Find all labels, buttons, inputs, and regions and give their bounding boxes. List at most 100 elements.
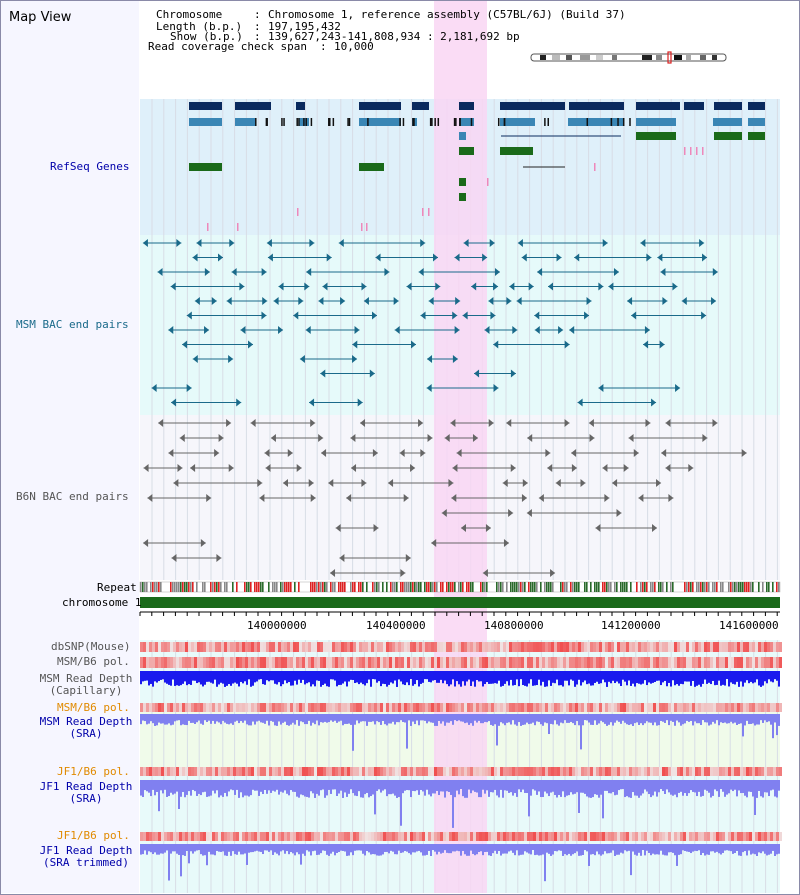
depth-bar bbox=[360, 671, 362, 683]
repeat-element bbox=[700, 582, 702, 592]
heat-cell bbox=[140, 767, 143, 776]
heat-cell bbox=[368, 642, 371, 652]
bac-end-marker bbox=[451, 494, 457, 502]
heat-cell bbox=[545, 642, 548, 652]
gene-exon-tick bbox=[303, 118, 305, 126]
depth-bar bbox=[600, 671, 602, 684]
track-label-msm-pol-2[interactable]: MSM/B6 pol. bbox=[57, 701, 130, 714]
depth-bar bbox=[632, 780, 634, 793]
heat-cell bbox=[293, 657, 296, 668]
heat-cell bbox=[758, 703, 761, 712]
track-label-jf1-depth-trim[interactable]: JF1 Read Depth (SRA trimmed) bbox=[38, 845, 134, 869]
track-label-msm-depth-cap[interactable]: MSM Read Depth (Capillary) bbox=[38, 673, 134, 697]
repeat-element bbox=[416, 582, 418, 592]
bac-end-marker bbox=[528, 282, 534, 291]
track-label-refseq[interactable]: RefSeq Genes bbox=[50, 160, 130, 173]
depth-bar bbox=[740, 714, 742, 724]
depth-bar bbox=[268, 714, 270, 726]
heat-cell bbox=[632, 642, 635, 652]
heat-cell bbox=[626, 657, 629, 668]
bac-end-marker bbox=[190, 464, 196, 472]
track-label-msm-depth-sra[interactable]: MSM Read Depth (SRA) bbox=[38, 716, 134, 740]
heat-cell bbox=[605, 703, 608, 712]
repeat-element bbox=[318, 582, 320, 592]
depth-bar bbox=[526, 671, 528, 687]
heat-cell bbox=[623, 642, 626, 652]
bac-end-marker bbox=[652, 524, 658, 532]
heat-cell bbox=[245, 767, 248, 776]
heat-cell bbox=[551, 657, 554, 668]
depth-bar bbox=[224, 780, 226, 793]
depth-bar bbox=[636, 714, 638, 723]
heat-cell bbox=[230, 703, 233, 712]
depth-bar bbox=[750, 844, 752, 855]
bac-end-marker bbox=[266, 239, 272, 247]
heat-cell bbox=[395, 642, 398, 652]
heat-cell bbox=[350, 703, 353, 712]
depth-bar bbox=[338, 844, 340, 853]
track-label-jf1-depth-sra[interactable]: JF1 Read Depth (SRA) bbox=[38, 781, 134, 805]
track-label-msm-bac[interactable]: MSM BAC end pairs bbox=[16, 318, 129, 331]
depth-bar bbox=[648, 844, 650, 853]
bac-end-marker bbox=[259, 494, 265, 502]
repeat-element bbox=[454, 582, 456, 592]
heat-cell bbox=[161, 657, 164, 668]
depth-bar bbox=[404, 714, 406, 723]
depth-bar bbox=[258, 780, 260, 796]
heat-cell bbox=[161, 832, 164, 841]
bac-end-marker bbox=[489, 239, 495, 247]
heat-cell bbox=[497, 657, 500, 668]
heat-cell bbox=[548, 657, 551, 668]
depth-bar bbox=[296, 844, 298, 853]
heat-cell bbox=[755, 767, 758, 776]
heat-cell bbox=[368, 767, 371, 776]
track-label-dbsnp[interactable]: dbSNP(Mouse) bbox=[51, 640, 131, 653]
heat-cell bbox=[659, 657, 662, 668]
depth-bar bbox=[466, 780, 468, 798]
repeat-element bbox=[640, 582, 642, 592]
repeat-element bbox=[742, 582, 744, 592]
depth-bar bbox=[674, 844, 676, 856]
track-label-jf1-pol[interactable]: JF1/B6 pol. bbox=[57, 765, 130, 778]
heat-cell bbox=[539, 767, 542, 776]
heat-cell bbox=[524, 703, 527, 712]
depth-bar bbox=[146, 780, 148, 792]
heat-cell bbox=[428, 832, 431, 841]
depth-bar bbox=[496, 844, 498, 854]
depth-bar bbox=[592, 714, 594, 725]
depth-bar bbox=[462, 844, 464, 851]
depth-bar bbox=[728, 844, 730, 851]
heat-cell bbox=[683, 767, 686, 776]
show-value: 139,627,243-141,808,934 : 2,181,692 bp bbox=[268, 30, 520, 43]
heat-cell bbox=[599, 657, 602, 668]
heat-cell bbox=[602, 657, 605, 668]
depth-bar bbox=[464, 671, 466, 686]
depth-bar bbox=[168, 671, 170, 685]
track-label-jf1-pol-2[interactable]: JF1/B6 pol. bbox=[57, 829, 130, 842]
repeat-element bbox=[596, 582, 598, 592]
track-label-repeat[interactable]: Repeat bbox=[97, 581, 137, 594]
repeat-element bbox=[414, 582, 416, 592]
depth-bar bbox=[754, 671, 756, 683]
depth-bar bbox=[284, 844, 286, 854]
heat-cell bbox=[641, 657, 644, 668]
heat-cell bbox=[530, 832, 533, 841]
bac-end-marker bbox=[558, 326, 564, 334]
depth-bar bbox=[426, 844, 428, 855]
heat-cell bbox=[665, 703, 668, 712]
track-label-msm-pol[interactable]: MSM/B6 pol. bbox=[57, 655, 130, 668]
heat-cell bbox=[578, 657, 581, 668]
depth-bar bbox=[298, 844, 300, 855]
heat-cell bbox=[212, 767, 215, 776]
track-label-b6n-bac[interactable]: B6N BAC end pairs bbox=[16, 490, 129, 503]
heat-cell bbox=[248, 832, 251, 841]
depth-bar bbox=[316, 780, 318, 794]
depth-bar bbox=[556, 671, 558, 680]
heat-cell bbox=[500, 832, 503, 841]
depth-bar bbox=[198, 671, 200, 683]
repeat-element bbox=[552, 582, 554, 592]
depth-bar bbox=[232, 780, 234, 791]
depth-bar bbox=[426, 671, 428, 680]
depth-bar bbox=[172, 844, 174, 852]
